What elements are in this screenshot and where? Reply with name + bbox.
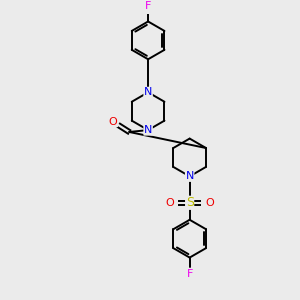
Text: O: O [109, 117, 118, 127]
Text: O: O [166, 198, 174, 208]
Text: N: N [144, 125, 152, 135]
Text: O: O [205, 198, 214, 208]
Text: F: F [187, 268, 193, 279]
Text: N: N [144, 87, 152, 97]
Text: S: S [186, 196, 194, 209]
Text: F: F [145, 2, 151, 11]
Text: N: N [185, 171, 194, 182]
